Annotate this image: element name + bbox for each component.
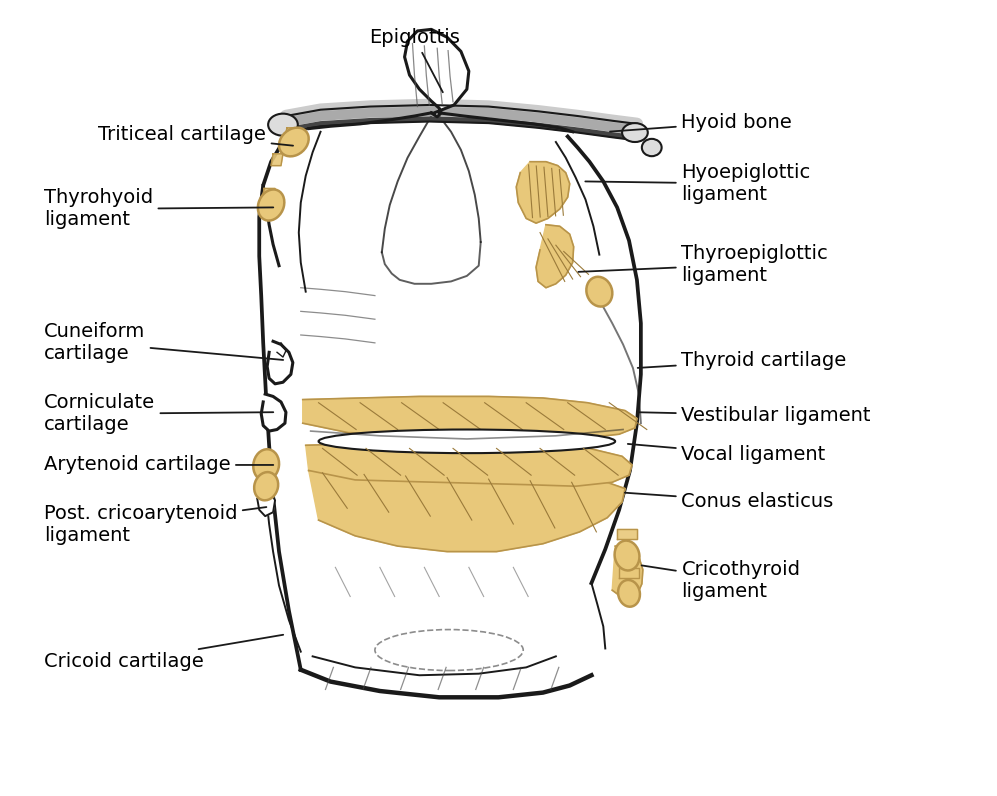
Text: Post. cricoarytenoid
ligament: Post. cricoarytenoid ligament xyxy=(44,504,266,544)
Ellipse shape xyxy=(586,277,612,306)
Ellipse shape xyxy=(279,127,309,156)
Text: Corniculate
cartilage: Corniculate cartilage xyxy=(44,393,273,435)
Text: Hyoepiglottic
ligament: Hyoepiglottic ligament xyxy=(585,163,811,205)
Polygon shape xyxy=(303,396,637,439)
Text: Epiglottis: Epiglottis xyxy=(369,29,460,92)
Polygon shape xyxy=(267,341,293,384)
Polygon shape xyxy=(262,189,275,200)
Text: Vocal ligament: Vocal ligament xyxy=(628,444,826,464)
Text: Arytenoid cartilage: Arytenoid cartilage xyxy=(44,455,273,474)
Text: Thyrohyoid
ligament: Thyrohyoid ligament xyxy=(44,189,273,229)
Ellipse shape xyxy=(618,580,640,607)
Polygon shape xyxy=(516,162,569,223)
Ellipse shape xyxy=(614,540,639,571)
Polygon shape xyxy=(257,486,275,516)
Polygon shape xyxy=(617,529,637,539)
Ellipse shape xyxy=(268,114,298,135)
Text: Hyoid bone: Hyoid bone xyxy=(610,113,793,132)
Polygon shape xyxy=(261,394,286,431)
Ellipse shape xyxy=(642,139,662,156)
Polygon shape xyxy=(619,568,639,579)
Ellipse shape xyxy=(319,430,615,453)
Polygon shape xyxy=(309,470,625,552)
Ellipse shape xyxy=(254,472,278,501)
Text: Triticeal cartilage: Triticeal cartilage xyxy=(98,125,293,146)
Polygon shape xyxy=(271,154,283,166)
Polygon shape xyxy=(405,29,469,117)
Polygon shape xyxy=(306,442,632,486)
Text: Vestibular ligament: Vestibular ligament xyxy=(638,406,871,425)
Polygon shape xyxy=(612,546,643,599)
Text: Cricoid cartilage: Cricoid cartilage xyxy=(44,634,283,671)
Text: Conus elasticus: Conus elasticus xyxy=(625,493,833,512)
Text: Cricothyroid
ligament: Cricothyroid ligament xyxy=(642,560,801,601)
Polygon shape xyxy=(285,128,299,138)
Polygon shape xyxy=(536,224,573,287)
Ellipse shape xyxy=(258,189,284,220)
Polygon shape xyxy=(256,460,276,470)
Text: Thyroid cartilage: Thyroid cartilage xyxy=(638,351,846,369)
Text: Thyroepiglottic
ligament: Thyroepiglottic ligament xyxy=(578,244,829,285)
Ellipse shape xyxy=(253,449,279,481)
Text: Cuneiform
cartilage: Cuneiform cartilage xyxy=(44,322,283,363)
Ellipse shape xyxy=(622,123,648,142)
